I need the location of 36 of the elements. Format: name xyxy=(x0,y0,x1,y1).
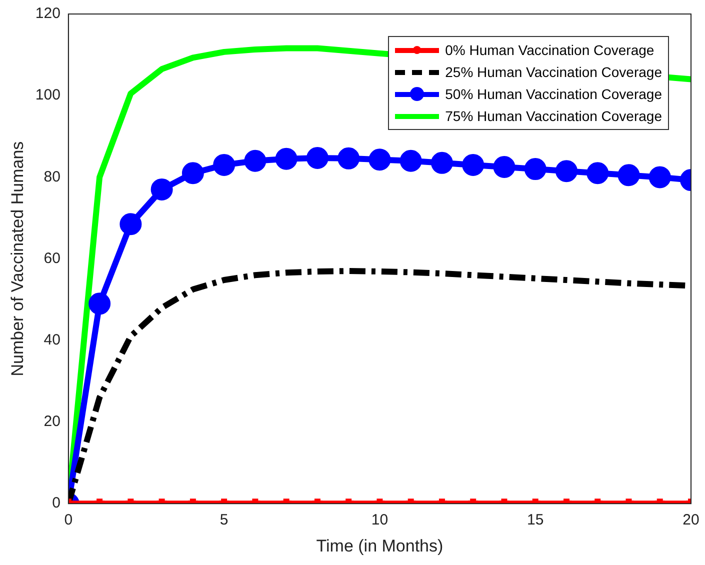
point xyxy=(306,147,328,170)
point xyxy=(400,150,422,172)
point xyxy=(586,162,609,184)
x-tick-label: 15 xyxy=(527,512,544,529)
y-tick-label: 0 xyxy=(52,494,60,512)
legend-label: 50% Human Vaccination Coverage xyxy=(445,85,662,104)
point xyxy=(555,160,578,182)
y-tick-label: 60 xyxy=(44,250,60,267)
point xyxy=(618,164,640,186)
point xyxy=(648,166,671,188)
point xyxy=(493,156,516,178)
point xyxy=(462,154,484,176)
x-tick-label: 20 xyxy=(682,512,700,529)
point xyxy=(430,152,453,174)
point xyxy=(182,162,204,184)
y-tick-label: 120 xyxy=(35,5,60,22)
point xyxy=(338,147,360,170)
y-tick-label: 100 xyxy=(35,86,60,104)
x-tick-label: 0 xyxy=(64,512,73,529)
point xyxy=(244,150,266,172)
point xyxy=(120,213,142,236)
point xyxy=(524,158,546,180)
point xyxy=(150,178,173,200)
legend-label: 0% Human Vaccination Coverage xyxy=(445,41,654,60)
point xyxy=(213,154,236,176)
point xyxy=(275,148,298,170)
x-tick-label: 5 xyxy=(220,512,228,529)
y-tick-label: 80 xyxy=(44,168,60,186)
y-tick-label: 20 xyxy=(44,413,60,430)
x-axis-title: Time (in Months) xyxy=(316,536,444,556)
y-axis-title: Number of Vaccinated Humans xyxy=(8,141,27,376)
legend-label: 75% Human Vaccination Coverage xyxy=(445,107,662,126)
point xyxy=(368,148,391,171)
y-tick-label: 40 xyxy=(44,332,60,349)
x-tick-label: 10 xyxy=(371,512,388,529)
legend-label: 25% Human Vaccination Coverage xyxy=(445,63,662,82)
